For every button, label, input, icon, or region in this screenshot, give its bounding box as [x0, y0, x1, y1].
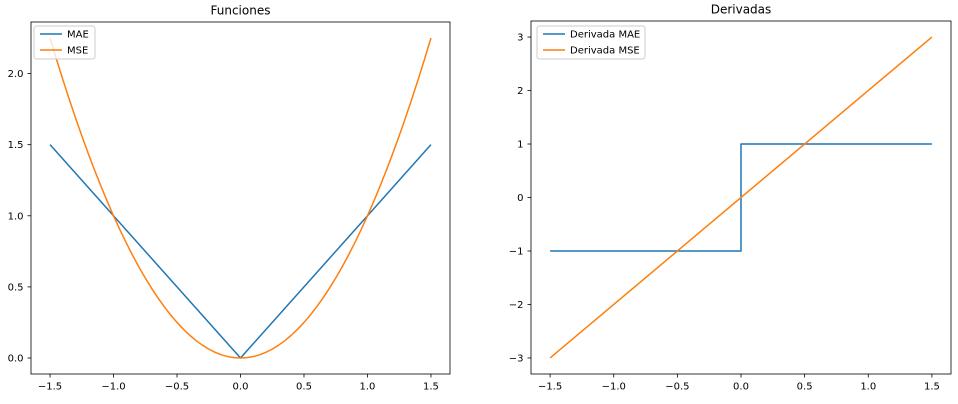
x-tick-label: 0.5 — [797, 382, 813, 393]
y-tick-label: 0.5 — [8, 282, 24, 293]
x-tick-label: 1.0 — [860, 382, 876, 393]
subplot-funciones: −1.5 −1.0 −0.5 0.0 0.5 1.0 1.5 0.0 0.5 1.0 1.5 2.0 F… — [8, 4, 451, 393]
y-tick-label: −3 — [509, 353, 524, 364]
y-tick-label: 1.5 — [8, 140, 24, 151]
x-tick-label: 0.0 — [233, 382, 249, 393]
y-tick-label: 2.0 — [8, 69, 24, 80]
x-tick-label: −1.5 — [38, 382, 62, 393]
x-tick-label: 1.5 — [924, 382, 940, 393]
x-tick-label: −1.0 — [101, 382, 125, 393]
x-tick-label: 0.0 — [733, 382, 749, 393]
x-tick-label: −1.0 — [602, 382, 626, 393]
x-tick-label: 0.5 — [296, 382, 312, 393]
y-tick-label: −1 — [509, 246, 524, 257]
legend-label: MAE — [67, 30, 89, 41]
legend-label: Derivada MSE — [570, 46, 640, 57]
plot-line-mse — [49, 37, 432, 359]
y-tick-label: 0 — [517, 193, 523, 204]
x-tick-label: −0.5 — [665, 382, 689, 393]
chart-title: Funciones — [211, 4, 271, 18]
y-tick-label: −2 — [509, 300, 524, 311]
legend: MAE MSE — [33, 25, 96, 60]
x-tick-label: 1.5 — [423, 382, 439, 393]
x-tick-label: 1.0 — [360, 382, 376, 393]
chart-title: Derivadas — [711, 3, 772, 17]
legend-label: MSE — [67, 46, 88, 57]
subplot-derivadas: −1.5 −1.0 −0.5 0.0 0.5 1.0 1.5 −3 −2 −1 0 1 2 3 Deriva… — [509, 3, 952, 393]
y-tick-label: 3 — [517, 33, 523, 44]
y-tick-label: 0.0 — [8, 354, 24, 365]
x-tick-label: −1.5 — [538, 382, 562, 393]
x-tick-label: −0.5 — [165, 382, 189, 393]
y-tick-label: 1.0 — [8, 211, 24, 222]
legend-label: Derivada MAE — [570, 30, 640, 41]
plot-line-derivada-mse — [549, 36, 933, 359]
y-tick-label: 1 — [517, 140, 523, 151]
axes-frame — [30, 21, 451, 375]
y-tick-label: 2 — [517, 86, 523, 97]
legend: Derivada MAE Derivada MSE — [536, 25, 646, 60]
